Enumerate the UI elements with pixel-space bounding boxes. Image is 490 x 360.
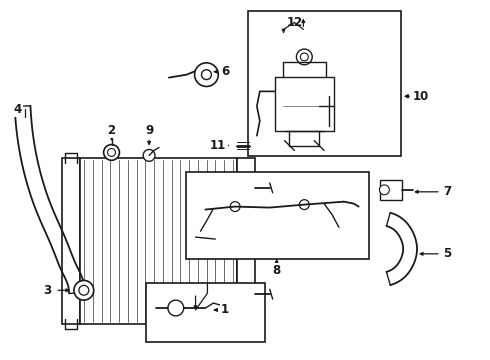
Bar xyxy=(248,11,401,156)
Text: 1: 1 xyxy=(221,303,229,316)
Bar xyxy=(237,158,255,324)
Text: 3: 3 xyxy=(43,284,51,297)
Circle shape xyxy=(195,63,219,86)
Text: 10: 10 xyxy=(413,90,429,103)
Bar xyxy=(146,283,265,342)
Text: 7: 7 xyxy=(443,185,452,198)
Text: 2: 2 xyxy=(107,124,116,137)
Text: 10: 10 xyxy=(413,90,429,103)
Bar xyxy=(186,172,368,259)
Text: 4: 4 xyxy=(14,103,22,116)
Bar xyxy=(62,158,80,324)
Bar xyxy=(380,180,402,200)
Circle shape xyxy=(379,185,390,195)
Bar xyxy=(80,158,237,324)
Text: 11: 11 xyxy=(210,139,226,152)
Text: 6: 6 xyxy=(221,65,229,78)
Text: 12: 12 xyxy=(286,16,302,29)
Circle shape xyxy=(74,280,94,300)
Circle shape xyxy=(103,145,120,160)
Circle shape xyxy=(143,149,155,161)
Text: 8: 8 xyxy=(272,264,281,277)
Text: 9: 9 xyxy=(145,124,153,137)
Text: 5: 5 xyxy=(443,247,452,260)
